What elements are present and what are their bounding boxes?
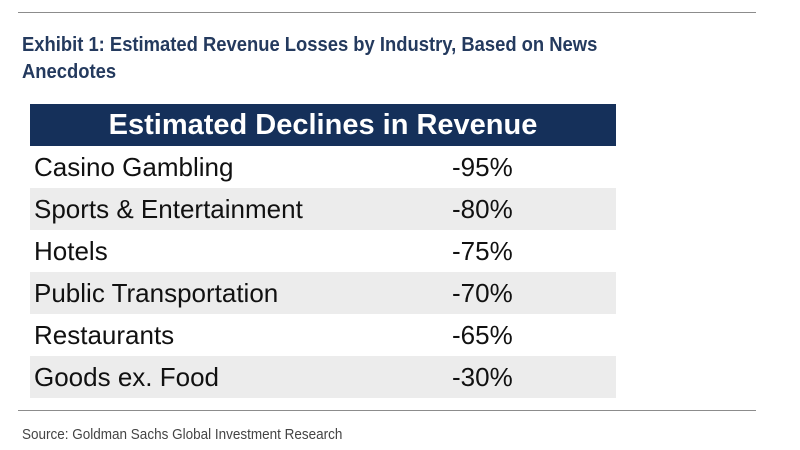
table-row: Restaurants -65% xyxy=(30,314,616,356)
industry-label: Sports & Entertainment xyxy=(34,193,303,224)
table-header: Estimated Declines in Revenue xyxy=(30,104,616,146)
table-row: Goods ex. Food -30% xyxy=(30,356,616,398)
decline-value: -75% xyxy=(452,235,513,266)
top-divider xyxy=(18,12,756,13)
decline-value: -70% xyxy=(452,277,513,308)
industry-label: Goods ex. Food xyxy=(34,361,219,392)
exhibit-title: Exhibit 1: Estimated Revenue Losses by I… xyxy=(22,34,598,83)
source-note: Source: Goldman Sachs Global Investment … xyxy=(22,426,343,443)
table-row: Public Transportation -70% xyxy=(30,272,616,314)
industry-label: Hotels xyxy=(34,235,108,266)
decline-value: -80% xyxy=(452,193,513,224)
revenue-decline-table: Estimated Declines in Revenue Casino Gam… xyxy=(30,104,616,398)
decline-value: -30% xyxy=(452,361,513,392)
industry-label: Restaurants xyxy=(34,319,175,350)
industry-label: Casino Gambling xyxy=(34,151,234,182)
industry-label: Public Transportation xyxy=(34,277,279,308)
decline-value: -65% xyxy=(452,319,513,350)
bottom-divider xyxy=(18,410,756,411)
table-row: Sports & Entertainment -80% xyxy=(30,188,616,230)
decline-value: -95% xyxy=(452,151,513,182)
table-row: Casino Gambling -95% xyxy=(30,146,616,188)
table-row: Hotels -75% xyxy=(30,230,616,272)
